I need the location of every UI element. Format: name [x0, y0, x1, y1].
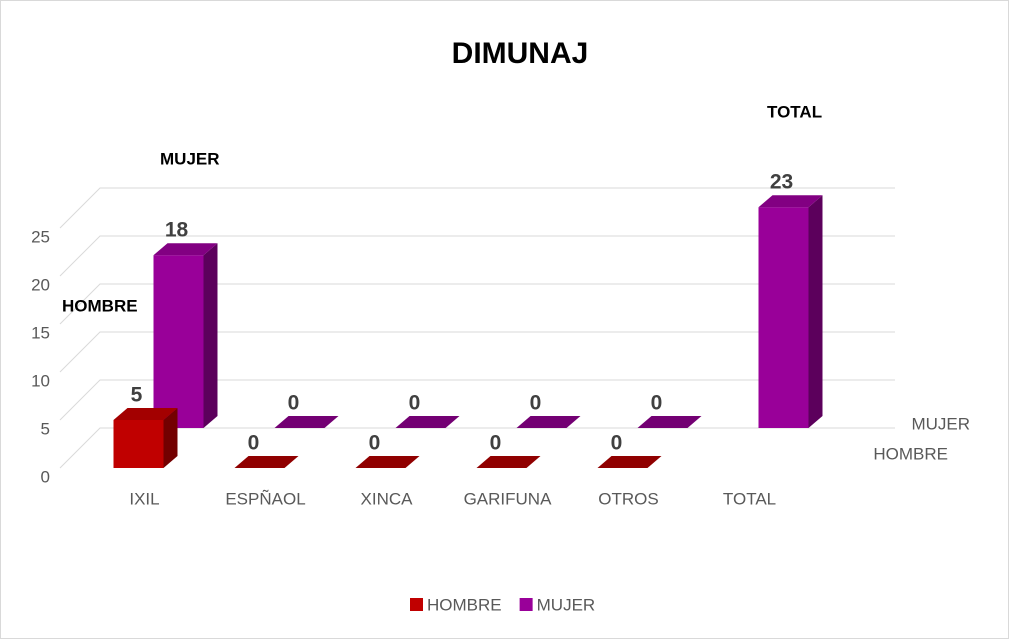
bar [153, 243, 218, 428]
data-label: 0 [490, 432, 502, 455]
bar [597, 456, 662, 468]
legend-label: HOMBRE [427, 595, 502, 614]
grid-line [59, 187, 895, 229]
x-tick-label: XINCA [361, 489, 414, 508]
bar-side [163, 408, 178, 468]
legend-swatch [519, 598, 533, 611]
annotation: MUJER [160, 149, 220, 168]
grid-line [59, 379, 895, 421]
bar-top [516, 416, 581, 428]
grid-line [59, 235, 895, 277]
grid-line [59, 331, 895, 373]
legend-swatch [410, 598, 423, 611]
data-label: 0 [288, 392, 300, 415]
bar [355, 456, 420, 468]
bar [274, 416, 339, 428]
grid-line [59, 283, 895, 325]
y-tick-label: 0 [41, 467, 50, 486]
bar [113, 408, 178, 468]
data-label: 5 [131, 384, 143, 407]
bar-side [808, 195, 823, 428]
x-tick-label: TOTAL [723, 489, 776, 508]
bar-top [113, 408, 178, 420]
bar [476, 456, 541, 468]
data-label: 0 [611, 432, 623, 455]
data-label: 0 [530, 392, 542, 415]
y-tick-label: 10 [31, 371, 50, 390]
bar [758, 195, 823, 428]
bar-top [637, 416, 702, 428]
data-label: 18 [165, 219, 189, 242]
grid-line [59, 427, 895, 469]
depth-label: MUJER [911, 414, 970, 433]
bar-top [274, 416, 339, 428]
y-tick-label: 20 [31, 275, 50, 294]
bar-top [395, 416, 460, 428]
bar-top [476, 456, 541, 468]
bar [516, 416, 581, 428]
x-tick-label: IXIL [129, 489, 159, 508]
bar-top [758, 195, 823, 208]
legend-label: MUJER [537, 595, 596, 614]
bar-top [597, 456, 662, 468]
x-tick-label: ESPÑAOL [225, 489, 305, 508]
bar-top [153, 243, 218, 256]
bar [395, 416, 460, 428]
data-label: 0 [248, 432, 260, 455]
y-tick-label: 25 [31, 227, 50, 246]
annotation: HOMBRE [62, 296, 138, 315]
data-label: 0 [369, 432, 381, 455]
annotation: TOTAL [767, 102, 822, 121]
y-tick-label: 5 [41, 419, 50, 438]
bar-front [113, 420, 164, 468]
bar-front [153, 255, 204, 428]
data-label: 0 [409, 392, 421, 415]
x-tick-label: OTROS [598, 489, 658, 508]
y-tick-label: 15 [31, 323, 50, 342]
bar [234, 456, 299, 468]
depth-label: HOMBRE [873, 444, 948, 463]
bar-top [234, 456, 299, 468]
bar-side [203, 243, 218, 428]
chart-title: DIMUNAJ [452, 37, 589, 70]
bar-front [758, 207, 809, 428]
bar [637, 416, 702, 428]
data-label: 0 [651, 392, 663, 415]
data-label: 23 [770, 171, 793, 194]
x-tick-label: GARIFUNA [464, 489, 553, 508]
bar-top [355, 456, 420, 468]
